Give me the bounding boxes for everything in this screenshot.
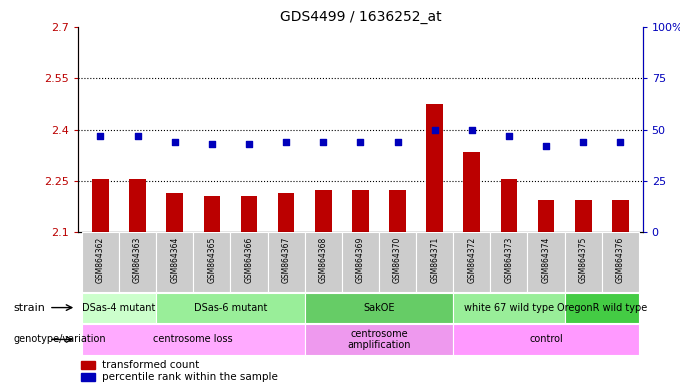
Bar <box>389 190 406 232</box>
Point <box>95 133 106 139</box>
Bar <box>454 293 564 323</box>
Bar <box>305 232 342 292</box>
Point <box>541 143 551 149</box>
Bar <box>278 193 294 232</box>
Text: centrosome
amplification: centrosome amplification <box>347 329 411 350</box>
Bar <box>454 324 639 355</box>
Text: percentile rank within the sample: percentile rank within the sample <box>102 372 277 382</box>
Bar <box>129 179 146 232</box>
Bar <box>156 232 193 292</box>
Point <box>243 141 254 147</box>
Title: GDS4499 / 1636252_at: GDS4499 / 1636252_at <box>279 10 441 25</box>
Bar <box>305 293 454 323</box>
Text: GSM864371: GSM864371 <box>430 237 439 283</box>
Bar <box>490 232 528 292</box>
Bar <box>82 293 156 323</box>
Text: GSM864374: GSM864374 <box>541 237 551 283</box>
Text: GSM864369: GSM864369 <box>356 237 365 283</box>
Text: GSM864366: GSM864366 <box>245 237 254 283</box>
Bar <box>81 361 95 369</box>
Point <box>466 126 477 132</box>
Bar <box>305 324 454 355</box>
Bar <box>564 232 602 292</box>
Text: genotype/variation: genotype/variation <box>14 334 106 344</box>
Text: GSM864368: GSM864368 <box>319 237 328 283</box>
Bar <box>92 179 109 232</box>
Bar <box>612 200 629 232</box>
Bar <box>500 179 517 232</box>
Bar <box>241 196 257 232</box>
Text: OregonR wild type: OregonR wild type <box>557 303 647 313</box>
Text: GSM864373: GSM864373 <box>505 237 513 283</box>
Bar <box>315 190 332 232</box>
Bar <box>575 200 592 232</box>
Text: GSM864375: GSM864375 <box>579 237 588 283</box>
Bar <box>454 232 490 292</box>
Text: GSM864376: GSM864376 <box>616 237 625 283</box>
Point <box>429 126 440 132</box>
Text: control: control <box>529 334 563 344</box>
Text: GSM864362: GSM864362 <box>96 237 105 283</box>
Bar <box>119 232 156 292</box>
Point <box>615 139 626 145</box>
Text: DSas-6 mutant: DSas-6 mutant <box>194 303 267 313</box>
Point <box>355 139 366 145</box>
Bar <box>81 373 95 381</box>
Bar <box>564 293 639 323</box>
Bar <box>538 200 554 232</box>
Point <box>132 133 143 139</box>
Point <box>503 133 514 139</box>
Text: DSas-4 mutant: DSas-4 mutant <box>82 303 156 313</box>
Bar <box>156 293 305 323</box>
Point <box>281 139 292 145</box>
Bar <box>426 104 443 232</box>
Bar <box>342 232 379 292</box>
Text: GSM864363: GSM864363 <box>133 237 142 283</box>
Text: GSM864365: GSM864365 <box>207 237 216 283</box>
Bar <box>203 196 220 232</box>
Bar <box>416 232 454 292</box>
Bar <box>167 193 183 232</box>
Bar <box>528 232 564 292</box>
Point <box>207 141 218 147</box>
Bar <box>82 324 305 355</box>
Bar <box>231 232 267 292</box>
Text: GSM864372: GSM864372 <box>467 237 476 283</box>
Text: centrosome loss: centrosome loss <box>154 334 233 344</box>
Text: white 67 wild type: white 67 wild type <box>464 303 554 313</box>
Text: strain: strain <box>14 303 46 313</box>
Bar <box>379 232 416 292</box>
Point <box>392 139 403 145</box>
Text: SakOE: SakOE <box>363 303 394 313</box>
Bar <box>193 232 231 292</box>
Bar <box>464 152 480 232</box>
Text: transformed count: transformed count <box>102 360 199 370</box>
Bar <box>82 232 119 292</box>
Text: GSM864367: GSM864367 <box>282 237 290 283</box>
Point <box>169 139 180 145</box>
Bar <box>352 190 369 232</box>
Point <box>578 139 589 145</box>
Text: GSM864370: GSM864370 <box>393 237 402 283</box>
Text: GSM864364: GSM864364 <box>170 237 180 283</box>
Point <box>318 139 328 145</box>
Bar <box>602 232 639 292</box>
Bar <box>267 232 305 292</box>
